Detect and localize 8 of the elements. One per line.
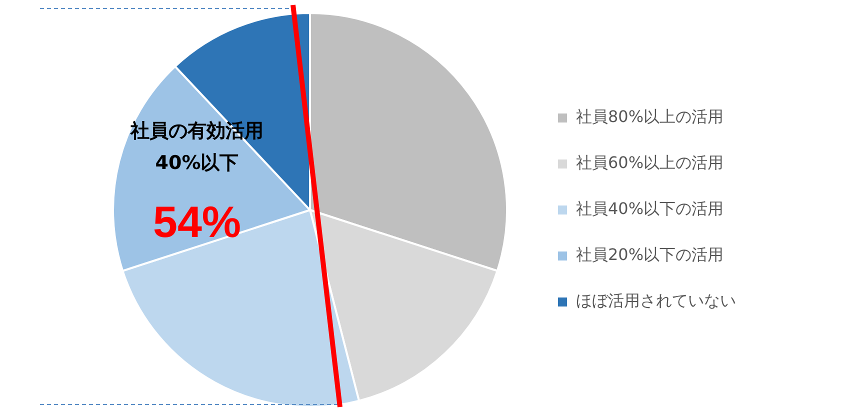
legend-label: 社員40%以下の活用 <box>576 199 724 218</box>
legend-label: 社員20%以下の活用 <box>576 245 724 264</box>
legend-label: 社員80%以上の活用 <box>576 107 724 126</box>
text: 社員の有効活用 <box>130 120 264 142</box>
legend-label: 社員60%以上の活用 <box>576 153 724 172</box>
text: 54% <box>152 198 242 248</box>
legend-label: ほぼ活用されていない <box>576 291 736 310</box>
text: 40%以下 <box>155 152 239 174</box>
